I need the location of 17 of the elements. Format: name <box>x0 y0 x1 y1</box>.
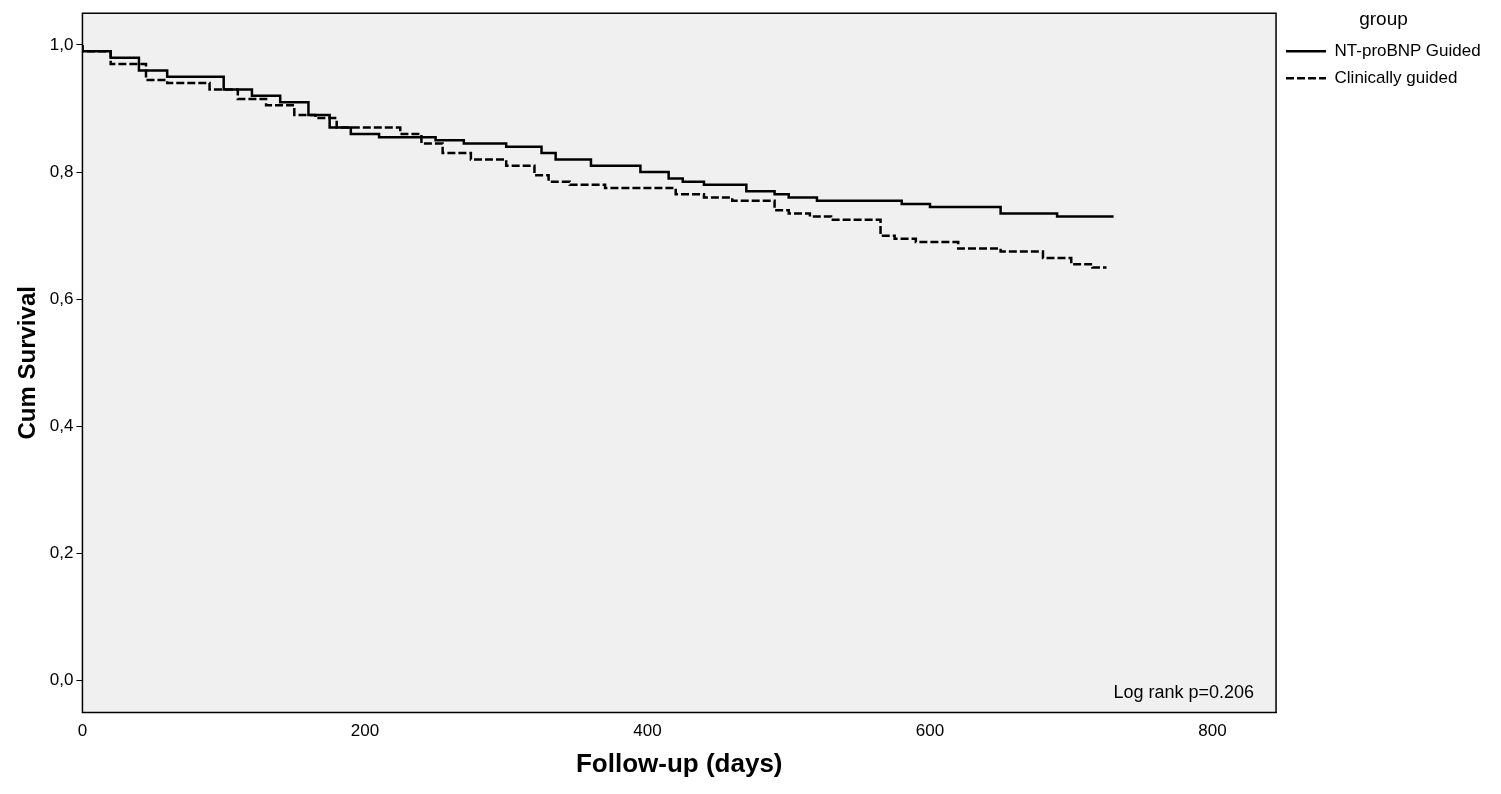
x-tick-label: 800 <box>1198 721 1227 741</box>
y-tick-label: 0,4 <box>49 416 74 436</box>
y-axis-title: Cum Survival <box>13 286 41 440</box>
x-axis-title: Follow-up (days) <box>575 747 783 778</box>
x-tick-label: 200 <box>350 721 380 741</box>
x-tick-label: 400 <box>633 721 662 741</box>
legend-label: Clinically guided <box>1334 67 1458 87</box>
y-tick-label: 0,0 <box>49 670 74 690</box>
y-tick-label: 1,0 <box>49 34 74 54</box>
y-tick-label: 0,8 <box>49 161 74 181</box>
x-tick-label: 600 <box>915 721 945 741</box>
legend-title: group <box>1359 7 1408 29</box>
x-tick-label: 0 <box>77 721 88 741</box>
y-tick-label: 0,6 <box>49 288 74 308</box>
annotation: Log rank p=0.206 <box>1113 682 1255 703</box>
legend-label: NT-proBNP Guided <box>1334 40 1481 60</box>
y-tick-label: 0,2 <box>49 543 74 563</box>
